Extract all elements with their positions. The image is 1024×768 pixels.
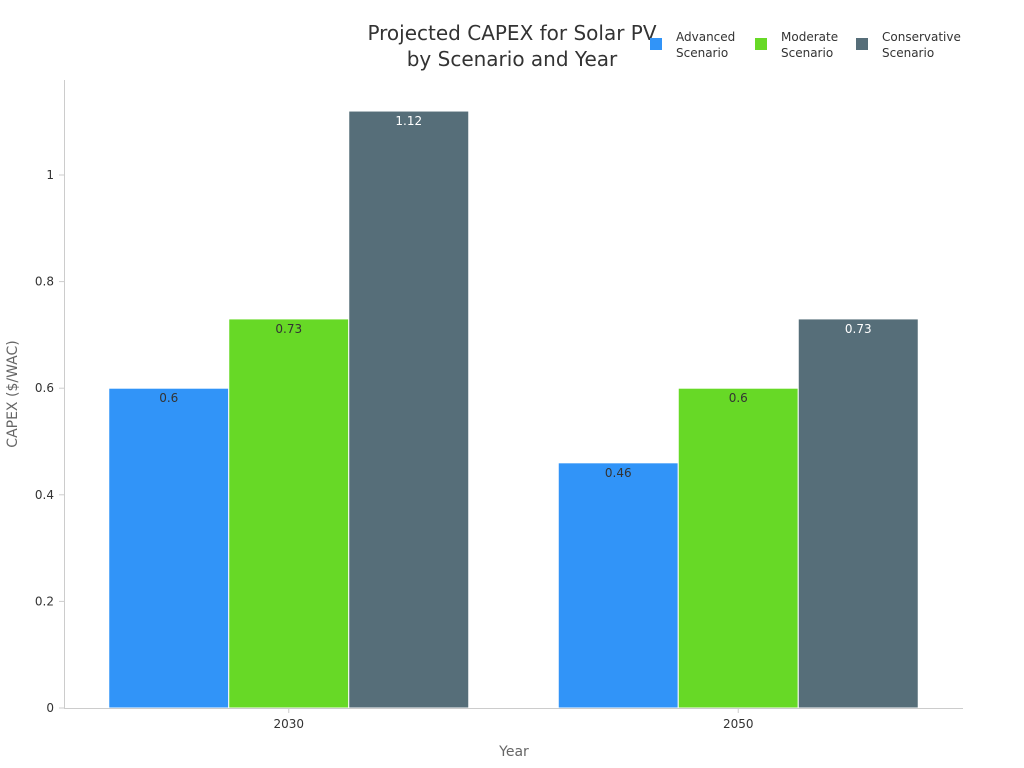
y-tick-label-2: 0.4 (35, 488, 54, 502)
x-axis-title: Year (498, 744, 529, 760)
x-axis-ticks: 2030 2050 (273, 708, 754, 731)
data-label-2050-series-2: 0.73 (845, 322, 872, 336)
y-tick-label-4: 0.8 (35, 275, 54, 289)
bar-2030-series-0[interactable] (108, 387, 230, 709)
bar-2050-series-2[interactable] (797, 318, 919, 709)
bar-2030-series-1[interactable] (228, 318, 350, 709)
legend-item-conservative[interactable]: Conservative Scenario (856, 30, 961, 60)
bar-2050-series-0[interactable] (557, 462, 679, 709)
legend-swatch-moderate (755, 38, 767, 50)
legend-item-advanced[interactable]: Advanced Scenario (650, 30, 735, 60)
data-label-2050-series-0: 0.46 (605, 466, 632, 480)
x-tick-label-0: 2030 (273, 717, 304, 731)
legend-item-moderate[interactable]: Moderate Scenario (755, 30, 838, 60)
y-tick-label-5: 1 (46, 168, 54, 182)
legend: Advanced Scenario Moderate Scenario Cons… (650, 30, 961, 60)
y-axis-ticks: 0 0.2 0.4 0.6 0.8 1 (35, 168, 64, 715)
legend-label-moderate-line-1: Moderate (781, 30, 838, 44)
data-label-2030-series-1: 0.73 (275, 322, 302, 336)
x-tick-label-1: 2050 (723, 717, 754, 731)
y-tick-label-1: 0.2 (35, 594, 54, 608)
data-label-2030-series-2: 1.12 (395, 114, 422, 128)
data-label-2030-series-0: 0.6 (159, 391, 178, 405)
legend-swatch-advanced (650, 38, 662, 50)
bars: 0.6 0.73 1.12 0.46 0.6 0.73 (108, 110, 919, 709)
y-axis-title: CAPEX ($/WAC) (5, 340, 21, 447)
legend-label-conservative-line-2: Scenario (882, 46, 934, 60)
legend-label-advanced-line-1: Advanced (676, 30, 735, 44)
y-tick-label-3: 0.6 (35, 381, 54, 395)
chart-title-line-1: Projected CAPEX for Solar PV (367, 21, 656, 45)
data-label-2050-series-1: 0.6 (729, 391, 748, 405)
legend-label-moderate-line-2: Scenario (781, 46, 833, 60)
y-tick-label-0: 0 (46, 701, 54, 715)
legend-swatch-conservative (856, 38, 868, 50)
bar-2050-series-1[interactable] (677, 387, 799, 709)
chart-title-line-2: by Scenario and Year (407, 47, 618, 71)
legend-label-advanced-line-2: Scenario (676, 46, 728, 60)
legend-label-conservative-line-1: Conservative (882, 30, 961, 44)
bar-2030-series-2[interactable] (348, 110, 470, 709)
